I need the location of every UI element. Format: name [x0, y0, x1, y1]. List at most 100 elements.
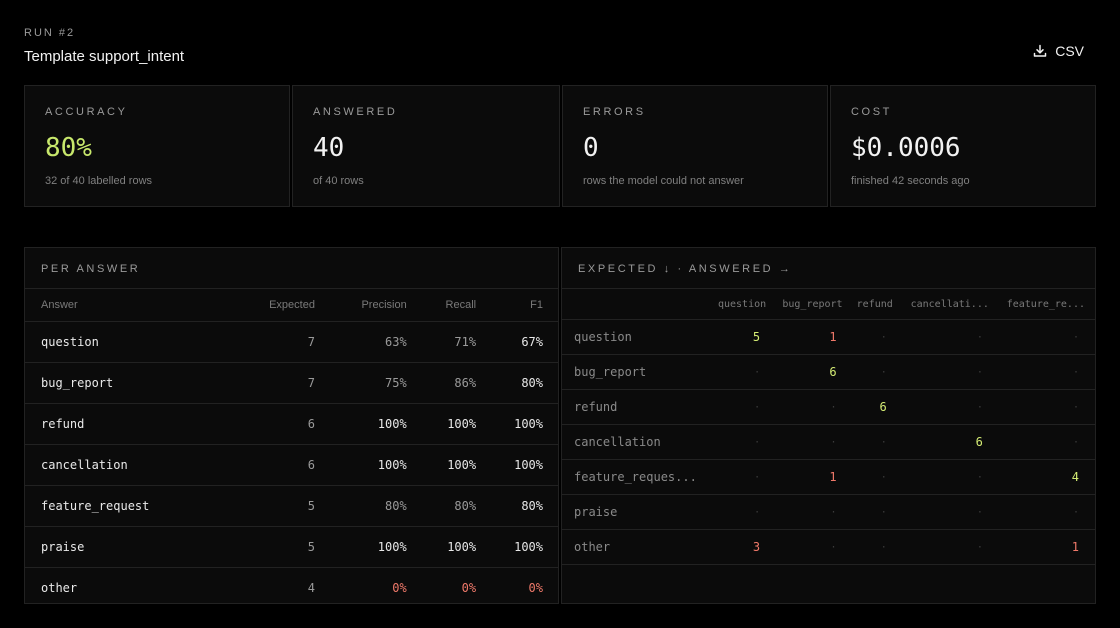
- stat-value: 40: [313, 133, 345, 163]
- matrix-cell: ·: [712, 494, 777, 530]
- matrix-cell: ·: [776, 424, 853, 460]
- matrix-cell: 6: [902, 424, 999, 460]
- matrix-cell: ·: [776, 529, 853, 565]
- expected-cell: 6: [237, 403, 330, 445]
- matrix-cell: ·: [998, 494, 1095, 530]
- matrix-cell: ·: [902, 319, 999, 355]
- matrix-cell: ·: [852, 319, 903, 355]
- csv-label: CSV: [1055, 43, 1084, 59]
- matrix-row-label: cancellation: [562, 424, 713, 460]
- recall-cell: 71%: [421, 321, 492, 363]
- stat-card-errors: ERRORS 0 rows the model could not answer: [562, 85, 828, 207]
- table-row: praise 5 100% 100% 100%: [25, 526, 558, 568]
- table-row: bug_report 7 75% 86% 80%: [25, 362, 558, 404]
- matrix-column-header: question: [712, 289, 777, 320]
- matrix-cell: ·: [902, 459, 999, 495]
- matrix-cell: ·: [998, 424, 1095, 460]
- column-header-expected: Expected: [237, 289, 330, 322]
- stat-sub: 32 of 40 labelled rows: [45, 175, 153, 187]
- confusion-matrix-title: EXPECTED ↓ · ANSWERED →: [562, 248, 1095, 289]
- matrix-cell: ·: [712, 389, 777, 425]
- matrix-cell: 4: [998, 459, 1095, 495]
- table-row: feature_request 5 80% 80% 80%: [25, 485, 558, 527]
- table-row: refund 6 100% 100% 100%: [25, 403, 558, 445]
- stat-sub: finished 42 seconds ago: [851, 175, 970, 187]
- expected-cell: 4: [307, 581, 315, 595]
- matrix-cell: 6: [776, 354, 853, 390]
- csv-download-button[interactable]: CSV: [1033, 43, 1084, 59]
- column-header-f1: F1: [491, 289, 558, 322]
- matrix-column-header: cancellati...: [902, 289, 999, 320]
- matrix-cell: ·: [902, 354, 999, 390]
- matrix-cell: ·: [852, 424, 903, 460]
- stat-card-cost: COST $0.0006 finished 42 seconds ago: [830, 85, 1096, 207]
- precision-cell: 63%: [329, 321, 422, 363]
- precision-cell: 100%: [329, 444, 422, 486]
- matrix-cell: ·: [852, 529, 903, 565]
- matrix-cell: 1: [776, 459, 853, 495]
- matrix-cell: ·: [776, 494, 853, 530]
- precision-cell: 100%: [329, 526, 422, 568]
- matrix-row-label: other: [562, 529, 713, 565]
- f1-cell: 80%: [491, 362, 558, 404]
- stat-value: 0: [583, 133, 599, 163]
- stat-card-answered: ANSWERED 40 of 40 rows: [292, 85, 560, 207]
- matrix-row: question 5 1 · · ·: [562, 319, 1095, 355]
- matrix-column-header: bug_report: [776, 289, 853, 320]
- f1-cell: 0%: [528, 581, 543, 595]
- matrix-row: feature_reques... · 1 · · 4: [562, 459, 1095, 495]
- precision-cell: 100%: [329, 403, 422, 445]
- matrix-row: bug_report · 6 · · ·: [562, 354, 1095, 390]
- matrix-row-label: feature_reques...: [562, 459, 713, 495]
- matrix-cell: ·: [852, 354, 903, 390]
- stat-value: $0.0006: [851, 133, 961, 163]
- stat-sub: rows the model could not answer: [583, 175, 744, 187]
- matrix-row: praise · · · · ·: [562, 494, 1095, 530]
- expected-cell: 5: [237, 485, 330, 527]
- answer-cell: bug_report: [25, 362, 238, 404]
- expected-cell: 6: [237, 444, 330, 486]
- matrix-row-label: bug_report: [562, 354, 713, 390]
- matrix-cell: 1: [998, 529, 1095, 565]
- answer-cell: feature_request: [25, 485, 238, 527]
- matrix-cell: 1: [776, 319, 853, 355]
- matrix-row: refund · · 6 · ·: [562, 389, 1095, 425]
- column-header-answer: Answer: [25, 289, 238, 322]
- column-header-precision: Precision: [329, 289, 422, 322]
- recall-cell: 100%: [421, 403, 492, 445]
- stat-label: ANSWERED: [313, 106, 398, 118]
- matrix-row-label: refund: [562, 389, 713, 425]
- precision-cell: 0%: [392, 581, 407, 595]
- recall-cell: 0%: [461, 581, 477, 595]
- stat-label: COST: [851, 106, 892, 118]
- per-answer-panel: PER ANSWER Answer Expected Precision Rec…: [24, 247, 559, 604]
- table-row: other 4 0% 0% 0%: [25, 568, 558, 609]
- f1-cell: 100%: [491, 444, 558, 486]
- matrix-cell: ·: [902, 494, 999, 530]
- recall-cell: 80%: [421, 485, 492, 527]
- confusion-matrix-panel: EXPECTED ↓ · ANSWERED → question bug_repo…: [561, 247, 1096, 604]
- stat-value: 80%: [45, 133, 92, 163]
- expected-cell: 5: [237, 526, 330, 568]
- matrix-cell: ·: [998, 354, 1095, 390]
- matrix-cell: ·: [902, 529, 999, 565]
- matrix-cell: ·: [998, 389, 1095, 425]
- answer-cell: other: [41, 581, 78, 595]
- table-row: cancellation 6 100% 100% 100%: [25, 444, 558, 486]
- f1-cell: 100%: [491, 526, 558, 568]
- matrix-cell: ·: [852, 494, 903, 530]
- f1-cell: 100%: [491, 403, 558, 445]
- stat-label: ACCURACY: [45, 106, 128, 118]
- matrix-column-header: refund: [852, 289, 903, 320]
- recall-cell: 100%: [421, 526, 492, 568]
- matrix-cell: 3: [712, 529, 777, 565]
- recall-cell: 86%: [421, 362, 492, 404]
- matrix-row: cancellation · · · 6 ·: [562, 424, 1095, 460]
- expected-cell: 7: [237, 362, 330, 404]
- per-answer-table: Answer Expected Precision Recall F1 ques…: [25, 289, 558, 608]
- column-header-recall: Recall: [421, 289, 492, 322]
- expected-cell: 7: [237, 321, 330, 363]
- stat-label: ERRORS: [583, 106, 646, 118]
- answer-cell: question: [25, 321, 238, 363]
- matrix-row-label: question: [562, 319, 713, 355]
